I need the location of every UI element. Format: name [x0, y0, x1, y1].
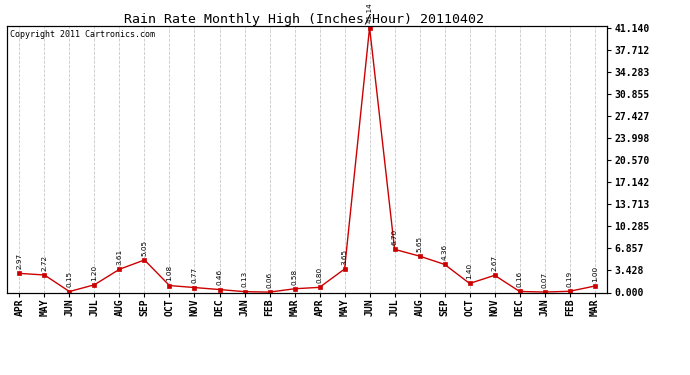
Text: 0.46: 0.46	[217, 269, 222, 285]
Text: 3.65: 3.65	[342, 249, 348, 265]
Text: 0.15: 0.15	[66, 271, 72, 287]
Text: 0.13: 0.13	[241, 272, 248, 288]
Text: 0.07: 0.07	[542, 272, 548, 288]
Text: 6.70: 6.70	[392, 229, 397, 245]
Text: 3.61: 3.61	[117, 249, 122, 265]
Text: 0.16: 0.16	[517, 271, 522, 287]
Text: 1.00: 1.00	[592, 266, 598, 282]
Text: 4.36: 4.36	[442, 244, 448, 260]
Text: 0.58: 0.58	[292, 268, 297, 285]
Text: 41.14: 41.14	[366, 3, 373, 23]
Text: 1.40: 1.40	[466, 263, 473, 279]
Text: 0.80: 0.80	[317, 267, 322, 283]
Text: 1.20: 1.20	[92, 264, 97, 280]
Text: 0.77: 0.77	[192, 267, 197, 284]
Text: 5.05: 5.05	[141, 240, 148, 256]
Text: 1.08: 1.08	[166, 265, 172, 281]
Text: 2.97: 2.97	[17, 253, 22, 269]
Text: Rain Rate Monthly High (Inches/Hour) 20110402: Rain Rate Monthly High (Inches/Hour) 201…	[124, 13, 484, 26]
Text: 2.67: 2.67	[492, 255, 497, 271]
Text: 5.65: 5.65	[417, 236, 422, 252]
Text: 0.19: 0.19	[566, 271, 573, 287]
Text: 0.06: 0.06	[266, 272, 273, 288]
Text: 2.72: 2.72	[41, 255, 48, 271]
Text: Copyright 2011 Cartronics.com: Copyright 2011 Cartronics.com	[10, 30, 155, 39]
